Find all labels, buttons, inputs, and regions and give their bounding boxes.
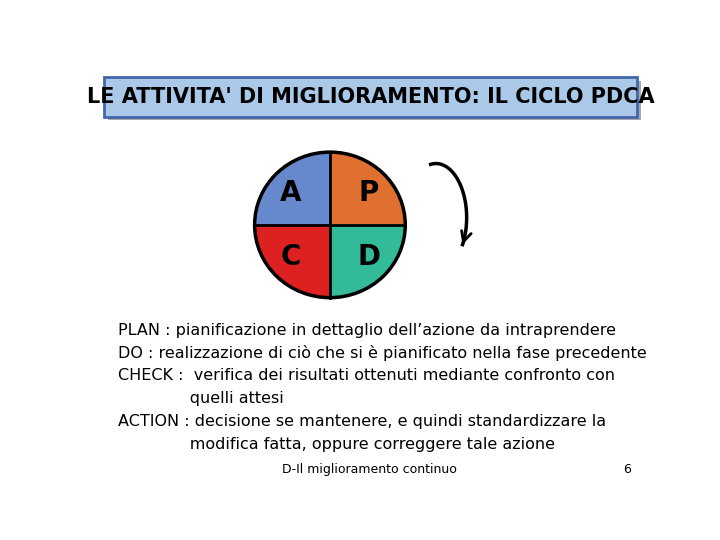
Text: D-Il miglioramento continuo: D-Il miglioramento continuo — [282, 463, 456, 476]
FancyBboxPatch shape — [104, 77, 637, 117]
Polygon shape — [255, 225, 330, 298]
Text: A: A — [280, 179, 302, 207]
Polygon shape — [330, 152, 405, 225]
Text: modifica fatta, oppure correggere tale azione: modifica fatta, oppure correggere tale a… — [118, 437, 555, 452]
Text: D: D — [358, 243, 381, 271]
Text: PLAN : pianificazione in dettaglio dell’azione da intraprendere: PLAN : pianificazione in dettaglio dell’… — [118, 322, 616, 338]
Polygon shape — [255, 152, 330, 225]
Text: C: C — [281, 243, 301, 271]
Text: quelli attesi: quelli attesi — [118, 391, 284, 406]
Text: P: P — [359, 179, 379, 207]
Text: DO : realizzazione di ciò che si è pianificato nella fase precedente: DO : realizzazione di ciò che si è piani… — [118, 346, 647, 361]
Text: ACTION : decisione se mantenere, e quindi standardizzare la: ACTION : decisione se mantenere, e quind… — [118, 414, 606, 429]
Text: LE ATTIVITA' DI MIGLIORAMENTO: IL CICLO PDCA: LE ATTIVITA' DI MIGLIORAMENTO: IL CICLO … — [86, 87, 654, 107]
Text: 6: 6 — [624, 463, 631, 476]
Text: CHECK :  verifica dei risultati ottenuti mediante confronto con: CHECK : verifica dei risultati ottenuti … — [118, 368, 615, 383]
FancyBboxPatch shape — [109, 80, 642, 120]
Polygon shape — [330, 225, 405, 298]
